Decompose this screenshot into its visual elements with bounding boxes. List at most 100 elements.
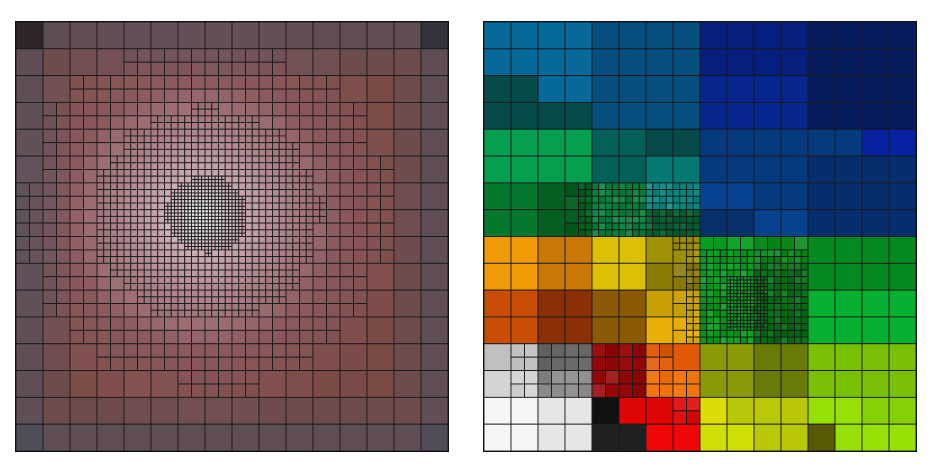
- mesh-cell: [366, 195, 381, 211]
- mesh-cell: [726, 423, 755, 451]
- mesh-cell: [201, 225, 206, 231]
- mesh-cell: [184, 142, 192, 150]
- mesh-cell: [800, 289, 809, 298]
- mesh-cell: [238, 242, 246, 251]
- mesh-cell: [760, 326, 765, 331]
- mesh-cell: [699, 75, 728, 103]
- mesh-cell: [760, 329, 768, 338]
- mesh-cell: [366, 128, 395, 157]
- mesh-cell: [204, 189, 209, 194]
- mesh-cell: [618, 222, 627, 231]
- mesh-cell: [157, 236, 165, 244]
- mesh-cell: [238, 256, 246, 264]
- mesh-cell: [16, 75, 44, 103]
- mesh-cell: [96, 189, 105, 197]
- mesh-cell: [16, 195, 30, 211]
- mesh-cell: [224, 282, 233, 291]
- mesh-cell: [272, 182, 280, 191]
- mesh-cell: [174, 219, 179, 224]
- mesh-cell: [211, 232, 216, 237]
- mesh-cell: [888, 101, 916, 130]
- mesh-cell: [312, 48, 341, 77]
- mesh-cell: [103, 195, 111, 204]
- mesh-cell: [638, 222, 647, 231]
- mesh-cell: [116, 209, 125, 217]
- mesh-cell: [393, 182, 422, 211]
- mesh-cell: [265, 142, 273, 150]
- mesh-cell: [164, 316, 179, 331]
- mesh-cell: [292, 242, 300, 251]
- mesh-cell: [692, 309, 701, 318]
- mesh-cell: [625, 229, 633, 237]
- mesh-cell: [218, 276, 226, 284]
- mesh-cell: [285, 303, 300, 318]
- mesh-cell: [326, 142, 341, 157]
- mesh-cell: [110, 289, 125, 304]
- mesh-cell: [706, 289, 714, 298]
- mesh-cell: [191, 175, 196, 180]
- mesh-cell: [753, 75, 782, 103]
- mesh-cell: [123, 396, 152, 425]
- mesh-cell: [191, 239, 196, 244]
- mesh-cell: [584, 189, 593, 197]
- mesh-cell: [194, 209, 199, 214]
- mesh-cell: [42, 316, 71, 345]
- mesh-cell: [292, 169, 300, 177]
- mesh-cell: [692, 242, 701, 251]
- mesh-cell: [510, 128, 539, 157]
- mesh-cell: [204, 108, 213, 117]
- mesh-cell: [258, 236, 267, 244]
- mesh-cell: [719, 276, 728, 284]
- mesh-cell: [116, 162, 125, 170]
- mesh-cell: [251, 202, 260, 211]
- mesh-cell: [231, 236, 236, 241]
- mesh-cell: [191, 179, 196, 184]
- mesh-cell: [207, 179, 213, 184]
- mesh-cell: [756, 293, 762, 298]
- mesh-cell: [740, 323, 745, 328]
- mesh-cell: [272, 282, 280, 291]
- mesh-cell: [194, 185, 199, 191]
- mesh-cell: [224, 222, 230, 227]
- mesh-cell: [241, 209, 246, 214]
- mesh-cell: [861, 22, 890, 50]
- mesh-cell: [69, 276, 84, 291]
- mesh-cell: [167, 219, 172, 224]
- mesh-cell: [214, 205, 219, 211]
- mesh-cell: [753, 306, 758, 311]
- mesh-cell: [228, 195, 233, 201]
- mesh-cell: [299, 229, 307, 237]
- mesh-cell: [645, 289, 674, 318]
- mesh-cell: [56, 289, 71, 304]
- mesh-cell: [794, 269, 802, 278]
- mesh-cell: [278, 242, 287, 251]
- mesh-cell: [164, 289, 172, 298]
- mesh-cell: [180, 212, 186, 217]
- mesh-cell: [679, 189, 687, 197]
- mesh-cell: [241, 215, 246, 221]
- mesh-cell: [224, 309, 233, 318]
- mesh-cell: [285, 229, 294, 237]
- mesh-cell: [29, 195, 44, 211]
- mesh-cell: [578, 189, 586, 197]
- mesh-cell: [292, 256, 300, 264]
- mesh-cell: [510, 182, 539, 211]
- mesh-cell: [150, 169, 159, 177]
- mesh-cell: [170, 162, 179, 170]
- mesh-cell: [278, 229, 287, 237]
- mesh-cell: [211, 192, 216, 197]
- mesh-cell: [177, 189, 182, 194]
- mesh-cell: [96, 202, 105, 211]
- mesh-cell: [224, 189, 230, 194]
- mesh-cell: [238, 262, 246, 271]
- mesh-cell: [767, 309, 775, 318]
- mesh-cell: [123, 182, 132, 191]
- mesh-cell: [177, 236, 182, 241]
- mesh-cell: [645, 316, 674, 345]
- mesh-cell: [278, 269, 287, 278]
- mesh-cell: [659, 182, 667, 191]
- mesh-cell: [659, 383, 674, 398]
- mesh-cell: [665, 189, 674, 197]
- mesh-cell: [157, 276, 165, 284]
- mesh-cell: [96, 215, 105, 224]
